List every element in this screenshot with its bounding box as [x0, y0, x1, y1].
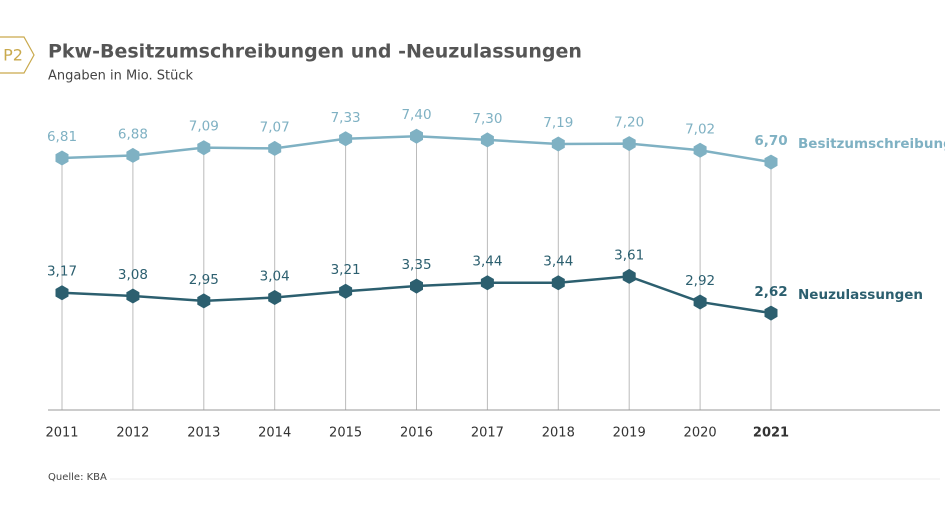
marker — [693, 142, 707, 158]
marker — [551, 275, 565, 291]
data-label: 7,19 — [543, 115, 573, 131]
legend-label: Besitzumschreibungen — [798, 136, 945, 152]
marker — [339, 131, 353, 147]
data-label: 7,07 — [260, 119, 290, 135]
legend-label: Neuzulassungen — [798, 287, 923, 303]
data-label: 2,95 — [189, 272, 219, 288]
data-label: 3,44 — [543, 254, 573, 270]
data-label: 2,62 — [754, 284, 787, 300]
chart-subtitle: Angaben in Mio. Stück — [48, 69, 194, 84]
x-tick-label: 2012 — [116, 426, 149, 441]
data-label: 7,02 — [685, 121, 715, 137]
data-label: 3,04 — [260, 269, 290, 285]
data-label: 3,61 — [614, 247, 644, 263]
x-tick-label: 2020 — [684, 426, 717, 441]
badge: P2 — [3, 46, 23, 65]
x-tick-label: 2018 — [542, 426, 575, 441]
marker — [268, 290, 282, 305]
badge-frame — [0, 36, 35, 74]
data-label: 7,09 — [189, 119, 219, 135]
data-label: 3,08 — [118, 267, 148, 283]
data-label: 3,21 — [331, 262, 361, 278]
data-label: 6,70 — [754, 133, 787, 149]
marker — [55, 285, 69, 301]
marker — [410, 128, 423, 144]
data-label: 7,30 — [472, 111, 502, 127]
data-label: 6,81 — [47, 129, 77, 145]
data-label: 2,92 — [685, 273, 715, 289]
x-tick-label: 2019 — [613, 426, 646, 441]
data-label: 3,35 — [401, 257, 431, 273]
data-label: 3,17 — [47, 264, 77, 280]
chart-title: Pkw-Besitzumschreibungen und -Neuzulassu… — [48, 41, 582, 63]
data-label: 3,44 — [472, 254, 502, 270]
data-label: 6,88 — [118, 126, 148, 142]
marker — [622, 268, 636, 284]
marker — [551, 136, 565, 152]
marker — [480, 275, 494, 291]
x-tick-label: 2017 — [471, 426, 504, 441]
x-tick-label: 2013 — [187, 426, 220, 441]
marker — [126, 147, 140, 163]
marker — [764, 305, 778, 321]
x-tick-label: 2021 — [753, 426, 789, 441]
marker — [410, 278, 423, 294]
source: Quelle: KBA — [48, 472, 107, 483]
marker — [197, 293, 211, 309]
marker — [55, 150, 69, 166]
x-tick-label: 2014 — [258, 426, 291, 441]
x-tick-label: 2011 — [45, 426, 78, 441]
x-tick-label: 2015 — [329, 426, 362, 441]
marker — [126, 288, 140, 304]
marker — [480, 132, 494, 148]
data-label: 7,20 — [614, 115, 644, 131]
marker — [693, 294, 707, 310]
x-tick-label: 2016 — [400, 426, 433, 441]
marker — [764, 154, 778, 170]
data-label: 7,40 — [401, 107, 431, 123]
marker — [339, 283, 353, 299]
marker — [268, 140, 282, 156]
data-label: 7,33 — [331, 110, 361, 126]
marker — [622, 136, 636, 152]
marker — [197, 140, 211, 156]
